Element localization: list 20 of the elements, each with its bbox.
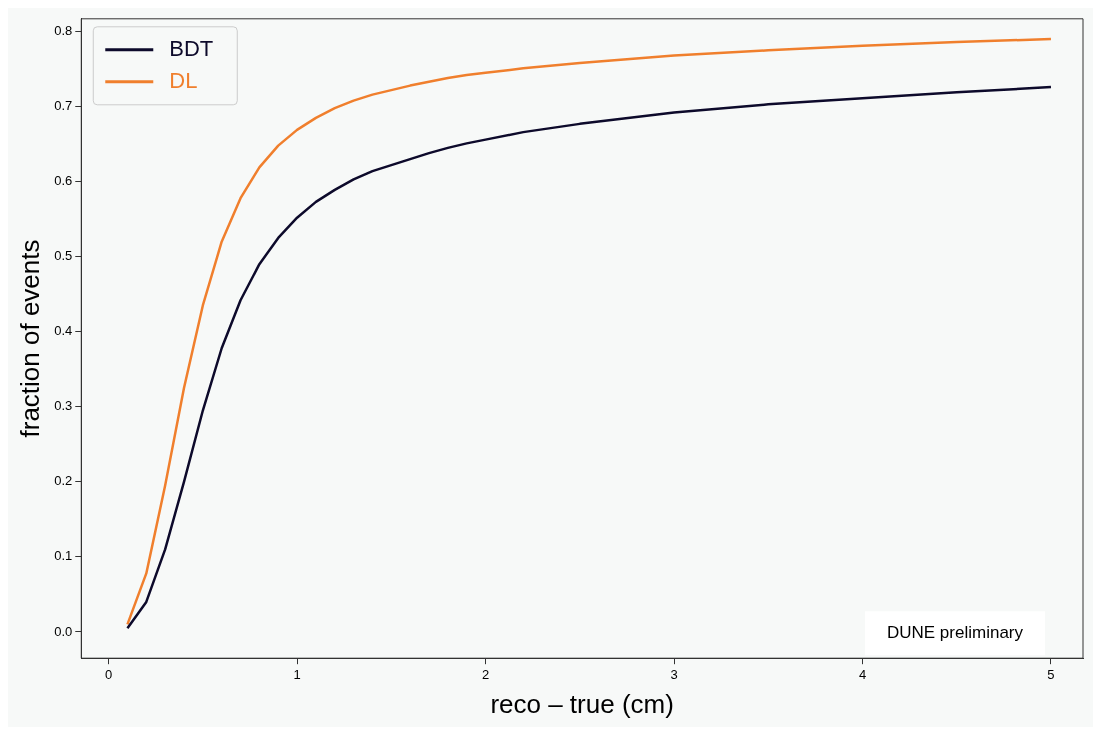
y-tick-label: 0.8: [54, 23, 73, 39]
x-tick-label: 5: [1047, 666, 1055, 682]
x-tick-label: 3: [670, 666, 678, 682]
x-tick-label: 0: [104, 666, 113, 682]
y-tick-label: 0.7: [54, 98, 73, 114]
y-tick-label: 0.0: [54, 623, 73, 639]
y-tick-label: 0.6: [54, 173, 73, 189]
x-tick-label: 2: [481, 666, 490, 682]
y-axis-title: fraction of events: [14, 239, 45, 438]
y-tick-label: 0.1: [54, 548, 73, 564]
annotation: DUNE preliminary: [886, 622, 1024, 642]
y-tick-label: 0.2: [54, 473, 73, 489]
x-tick-label: 1: [293, 666, 301, 682]
x-tick-label: 4: [858, 666, 867, 682]
legend-label: BDT: [169, 35, 214, 61]
x-axis-title: reco – true (cm): [490, 688, 674, 719]
y-tick-label: 0.3: [54, 398, 73, 414]
y-tick-label: 0.5: [54, 248, 73, 264]
y-tick-label: 0.4: [54, 323, 73, 339]
legend-label: DL: [169, 67, 198, 93]
